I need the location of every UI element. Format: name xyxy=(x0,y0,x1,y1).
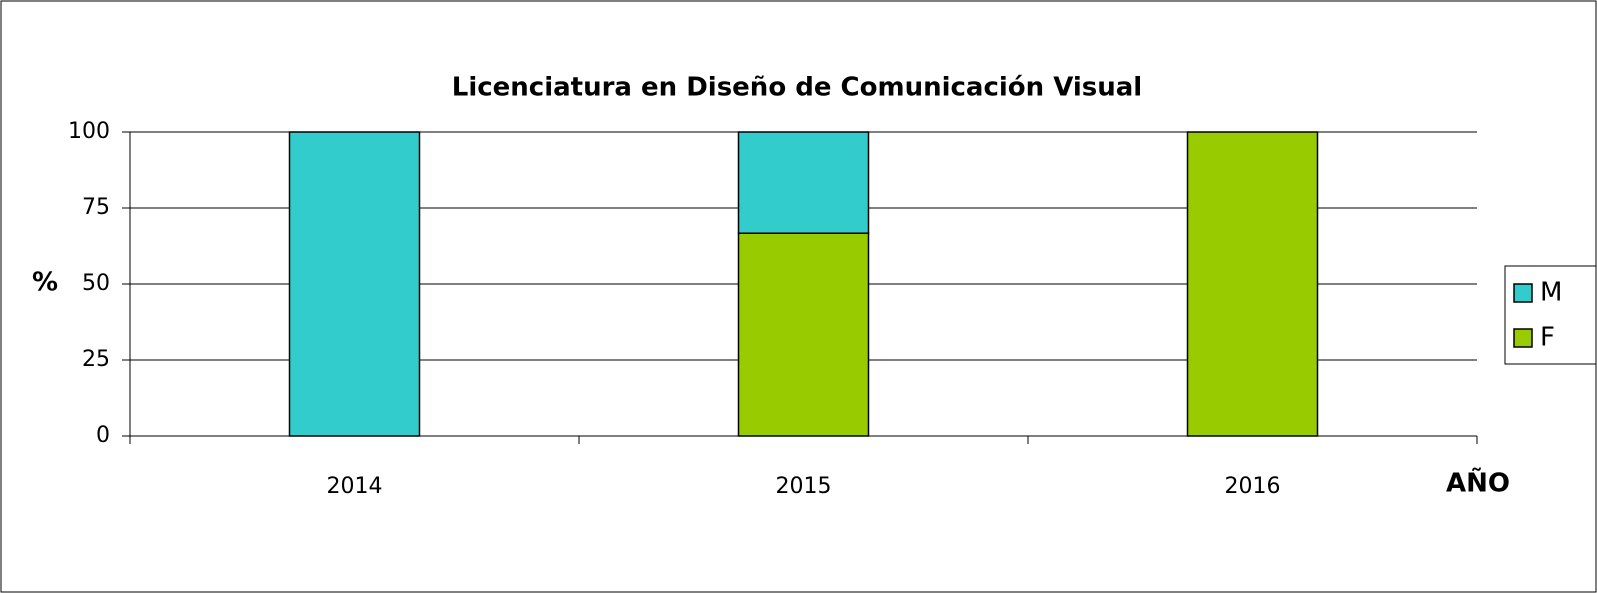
y-tick-label: 50 xyxy=(82,271,110,296)
chart-title: Licenciatura en Diseño de Comunicación V… xyxy=(452,73,1142,103)
bar-segment xyxy=(1186,131,1319,437)
bar-segment xyxy=(737,131,870,234)
x-tick-label: 2015 xyxy=(776,474,832,499)
legend-label: M xyxy=(1540,278,1562,308)
legend-swatch xyxy=(1513,283,1533,303)
y-axis-label: % xyxy=(32,268,58,298)
y-tick-label: 100 xyxy=(68,119,110,144)
y-tick-label: 0 xyxy=(96,423,110,448)
legend-label: F xyxy=(1540,323,1555,353)
y-tick-label: 25 xyxy=(82,347,110,372)
bar-segment xyxy=(288,131,421,437)
y-tick-label: 75 xyxy=(82,195,110,220)
x-axis-label: AÑO xyxy=(1446,467,1510,499)
legend-swatch xyxy=(1513,328,1533,348)
bar-segment xyxy=(737,232,870,437)
x-tick-label: 2014 xyxy=(327,474,383,499)
x-tick-label: 2016 xyxy=(1225,474,1281,499)
